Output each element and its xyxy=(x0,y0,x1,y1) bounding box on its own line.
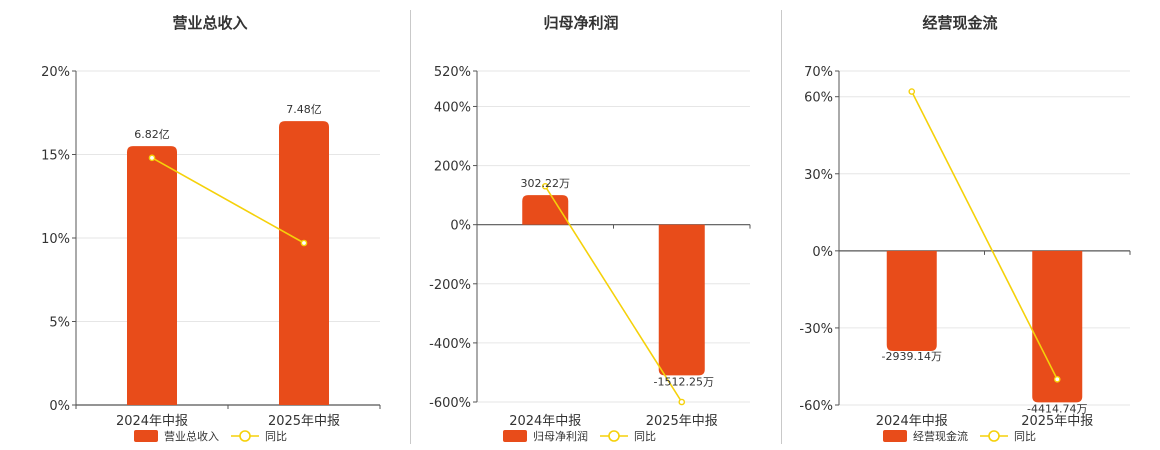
chart-title: 营业总收入 xyxy=(172,14,247,32)
line-point xyxy=(300,239,308,247)
legend-label: 同比 xyxy=(634,430,656,443)
legend-label: 同比 xyxy=(265,430,287,443)
line-point xyxy=(908,88,916,95)
bar xyxy=(127,146,177,405)
line-point xyxy=(1053,376,1061,383)
y-tick-label: -30% xyxy=(799,322,833,337)
y-tick-label: -400% xyxy=(429,337,471,352)
bar-data-label: -2939.14万 xyxy=(882,350,942,363)
chart-panel-net-profit: 归母净利润 -600% -400% -200% 0% 200% 400% 520% 2024年中… xyxy=(411,0,781,450)
legend-swatch-bar xyxy=(503,430,527,442)
panel-divider xyxy=(781,10,782,444)
y-tick-label: 20% xyxy=(41,65,70,80)
y-tick-label: 5% xyxy=(49,316,70,331)
x-tick-label: 2025年中报 xyxy=(268,414,340,429)
y-tick-label: -60% xyxy=(799,399,833,414)
legend-swatch-marker xyxy=(239,430,251,442)
y-tick-label: 520% xyxy=(434,65,471,80)
y-tick-label: 0% xyxy=(450,219,471,234)
cash-flow-chart: 经营现金流 -60% -30% 0% 30% 60% 70% 2024年中报 2025年中报 -2… xyxy=(799,14,1131,443)
legend-label: 同比 xyxy=(1014,430,1036,443)
legend-label: 归母净利润 xyxy=(533,429,588,443)
bar xyxy=(522,195,569,225)
y-tick-label: 30% xyxy=(804,168,833,183)
x-tick-label: 2025年中报 xyxy=(1021,414,1093,429)
bar-data-label: 7.48亿 xyxy=(286,103,322,116)
line-point xyxy=(148,154,156,162)
legend-label: 经营现金流 xyxy=(913,429,968,443)
y-tick-label: 200% xyxy=(434,160,471,175)
legend-label: 营业总收入 xyxy=(164,429,219,443)
line-series-yoy xyxy=(151,157,305,244)
legend-swatch-marker xyxy=(988,430,1000,442)
y-tick-label: 60% xyxy=(804,91,833,106)
bar-data-label: -1512.25万 xyxy=(654,375,714,388)
legend-swatch-marker xyxy=(608,430,620,442)
revenue-chart: 营业总收入 0% 5% 10% 15% 20% 2024年中报 2025年中报 6.82亿 7.4… xyxy=(41,14,381,443)
net-profit-chart: 归母净利润 -600% -400% -200% 0% 200% 400% 520% 2024年中… xyxy=(429,14,751,443)
y-tick-label: -600% xyxy=(429,396,471,411)
line-point xyxy=(678,398,686,406)
line-series-yoy xyxy=(911,91,1058,380)
y-tick-label: 15% xyxy=(41,149,70,164)
x-tick-label: 2024年中报 xyxy=(509,414,581,429)
bar-data-label: -4414.74万 xyxy=(1027,402,1087,415)
bar xyxy=(279,121,329,405)
x-tick-label: 2024年中报 xyxy=(116,414,188,429)
chart-panel-cash-flow: 经营现金流 -60% -30% 0% 30% 60% 70% 2024年中报 2025年中报 -2… xyxy=(782,0,1160,450)
line-series-yoy xyxy=(544,185,683,403)
bar xyxy=(1032,250,1083,403)
bar xyxy=(658,224,705,376)
x-tick-label: 2025年中报 xyxy=(646,414,718,429)
y-tick-label: 0% xyxy=(49,399,70,414)
y-tick-label: 70% xyxy=(804,65,833,80)
bar-data-label: 6.82亿 xyxy=(134,128,170,141)
chart-title: 归母净利润 xyxy=(543,14,618,32)
y-tick-label: -200% xyxy=(429,278,471,293)
chart-panel-revenue: 营业总收入 0% 5% 10% 15% 20% 2024年中报 2025年中报 6.82亿 7.4… xyxy=(0,0,410,450)
chart-title: 经营现金流 xyxy=(922,14,997,32)
bar xyxy=(886,250,937,352)
x-tick-label: 2024年中报 xyxy=(876,414,948,429)
y-tick-label: 400% xyxy=(434,100,471,115)
y-tick-label: 0% xyxy=(812,245,833,260)
legend-swatch-bar xyxy=(134,430,158,442)
bar-data-label: 302.22万 xyxy=(521,177,571,190)
y-tick-label: 10% xyxy=(41,232,70,247)
panel-divider xyxy=(410,10,411,444)
legend-swatch-bar xyxy=(883,430,907,442)
line-point xyxy=(541,182,549,190)
